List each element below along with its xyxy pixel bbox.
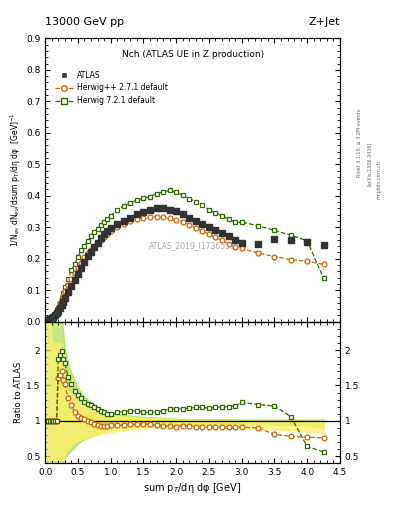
Legend: ATLAS, Herwig++ 2.7.1 default, Herwig 7.2.1 default: ATLAS, Herwig++ 2.7.1 default, Herwig 7.… [55, 71, 168, 105]
Text: 13000 GeV pp: 13000 GeV pp [45, 17, 124, 27]
Text: Nch (ATLAS UE in Z production): Nch (ATLAS UE in Z production) [121, 50, 264, 59]
Y-axis label: 1/N$_{ev}$ dN$_{ev}$/dsum p$_T$/dη dφ  [GeV]$^{-1}$: 1/N$_{ev}$ dN$_{ev}$/dsum p$_T$/dη dφ [G… [9, 113, 23, 247]
Text: Rivet 3.1.10, ≥ 3.2M events: Rivet 3.1.10, ≥ 3.2M events [357, 109, 362, 178]
Y-axis label: Ratio to ATLAS: Ratio to ATLAS [14, 362, 23, 423]
Text: [arXiv:1306.3436]: [arXiv:1306.3436] [367, 142, 372, 186]
X-axis label: sum p$_T$/dη dφ [GeV]: sum p$_T$/dη dφ [GeV] [143, 481, 242, 496]
Text: ATLAS_2019_I1736531: ATLAS_2019_I1736531 [149, 241, 236, 250]
Text: Z+Jet: Z+Jet [309, 17, 340, 27]
Text: mcplots.cern.ch: mcplots.cern.ch [377, 160, 382, 199]
